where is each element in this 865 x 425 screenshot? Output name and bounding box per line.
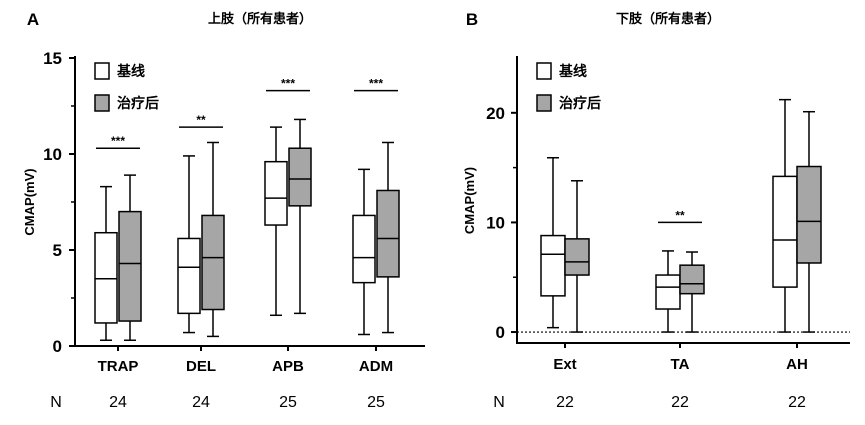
n-label: N <box>493 394 505 411</box>
box-trap-baseline <box>94 185 118 341</box>
box-ta-baseline <box>655 250 681 333</box>
iqr-box <box>679 264 705 295</box>
x-tick-label: TRAP <box>98 358 139 375</box>
box-trap-post <box>118 174 142 341</box>
box-del-baseline <box>177 155 201 334</box>
box-del-post <box>201 141 225 338</box>
iqr-box <box>772 175 798 288</box>
y-tick-label: 20 <box>486 104 505 123</box>
legend-label: 治疗后 <box>559 95 601 111</box>
x-tick-label: DEL <box>186 358 216 375</box>
box-adm-post <box>376 141 400 334</box>
y-axis-label: CMAP(mV) <box>462 167 477 234</box>
box-ta-post <box>679 251 705 333</box>
y-tick-label: 10 <box>43 145 62 164</box>
panel-title: 上肢（所有患者） <box>208 11 312 26</box>
legend-swatch <box>94 94 110 112</box>
n-label: N <box>50 394 62 411</box>
n-value: 25 <box>367 394 385 411</box>
panel-label: B <box>466 10 478 29</box>
panel-label: A <box>27 10 39 29</box>
panel-title: 下肢（所有患者） <box>616 11 720 26</box>
significance-label: *** <box>281 77 295 91</box>
legend-swatch <box>536 62 552 80</box>
iqr-box <box>796 165 822 264</box>
n-value: 22 <box>671 394 689 411</box>
iqr-box <box>376 189 400 278</box>
x-tick-label: TA <box>671 356 690 373</box>
box-adm-baseline <box>352 168 376 336</box>
significance-label: *** <box>111 134 125 148</box>
box-apb-post <box>288 118 312 315</box>
iqr-box <box>540 234 566 297</box>
box-apb-baseline <box>264 126 288 317</box>
significance-label: ** <box>196 113 206 127</box>
iqr-box <box>564 238 590 276</box>
n-value: 25 <box>279 394 297 411</box>
n-value: 24 <box>192 394 210 411</box>
y-tick-label: 15 <box>43 49 62 68</box>
iqr-box <box>288 147 312 207</box>
n-value: 24 <box>109 394 127 411</box>
n-value: 22 <box>556 394 574 411</box>
x-tick-label: AH <box>786 356 808 373</box>
x-tick-label: Ext <box>553 356 576 373</box>
panel-a: A 上肢（所有患者） 0 5 10 15 CMAP(mV) TRAP 24 DEL 24 APB 25 A… <box>22 10 425 411</box>
iqr-box <box>352 214 376 284</box>
x-tick-label: ADM <box>359 358 393 375</box>
iqr-box <box>201 214 225 311</box>
iqr-box <box>655 274 681 310</box>
significance-label: *** <box>369 77 383 91</box>
legend-label: 基线 <box>117 63 145 79</box>
legend-swatch <box>94 62 110 80</box>
iqr-box <box>118 210 142 322</box>
box-ext-baseline <box>540 157 566 329</box>
iqr-box <box>94 231 118 324</box>
x-tick-label: APB <box>272 358 304 375</box>
n-value: 22 <box>788 394 806 411</box>
panel-b: B 下肢（所有患者） 0 10 20 CMAP(mV) Ext 22 TA 22 AH 22 N ** 基线… <box>462 10 850 411</box>
iqr-box <box>177 237 201 315</box>
legend-swatch <box>536 94 552 112</box>
iqr-box <box>264 160 288 226</box>
y-tick-label: 0 <box>53 337 62 356</box>
legend-label: 治疗后 <box>117 95 159 111</box>
box-ext-post <box>564 180 590 333</box>
y-tick-label: 5 <box>53 241 62 260</box>
box-ah-baseline <box>772 98 798 333</box>
y-tick-label: 10 <box>486 213 505 232</box>
y-tick-label: 0 <box>496 323 505 342</box>
y-axis-label: CMAP(mV) <box>22 168 37 235</box>
box-ah-post <box>796 110 822 333</box>
legend-label: 基线 <box>559 63 587 79</box>
significance-label: ** <box>675 208 685 222</box>
